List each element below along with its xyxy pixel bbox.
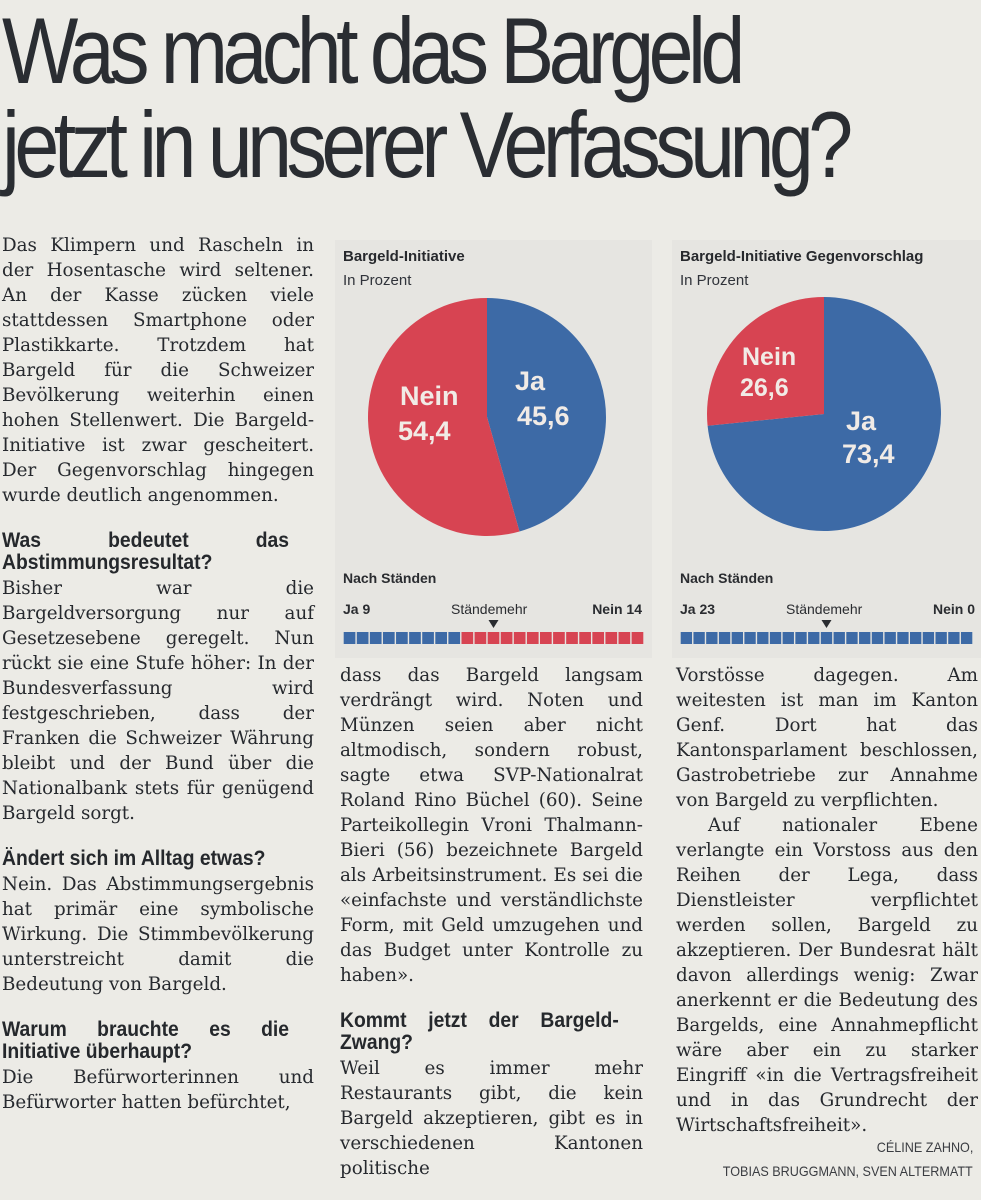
staende-heading: Nach Ständen [343,570,437,586]
kanton-nein [618,632,631,644]
kanton-ja [680,632,693,644]
question-3: Warum brauchte es die Initiative überhau… [2,1018,290,1063]
staendemehr-label: Ständemehr [451,601,528,617]
headline-line-1: Was macht das Bargeld [2,0,745,103]
kanton-nein [487,632,500,644]
kanton-ja [693,632,705,644]
kanton-nein [605,632,618,644]
question-4: Kommt jetzt der Bargeld-Zwang? [340,1009,619,1054]
chart-title: Bargeld-Initiative Gegenvorschlag [680,248,924,265]
kanton-ja [910,632,922,644]
column3-paragraph-1: Vorstösse dagegen. Am weitesten ist man … [676,665,978,811]
pie-chart-initiative: Nein 54,4 Ja 45,6 [368,298,607,536]
pie-slice-ja [707,297,941,531]
column-1: Das Klimpern und Rascheln in der Hosenta… [2,233,314,1115]
kanton-ja [808,632,820,644]
kanton-ja [409,632,421,644]
staende-bar-gegenvorschlag [680,620,973,644]
staendemehr-label: Ständemehr [786,601,863,617]
staendemehr-marker [488,620,499,628]
kanton-ja [422,632,434,644]
kanton-nein [592,632,605,644]
kanton-ja [356,632,369,644]
kanton-ja [343,632,356,644]
column3-paragraph-2: Auf nationaler Ebene verlangte ein Vorst… [676,815,978,1136]
headline-line-2: jetzt in unserer Verfassung? [2,92,853,197]
column-2: dass das Bargeld langsam verdrängt wird.… [340,663,643,1181]
staende-ja: Ja 9 [343,601,371,617]
kanton-ja [757,632,769,644]
kanton-ja [960,632,973,644]
answer-1: Bisher war die Bargeldversorgung nur auf… [2,578,314,824]
kanton-nein [631,632,644,644]
staende-nein: Nein 0 [932,601,975,617]
nein-value: 26,6 [740,374,789,402]
author-credit-1: CÉLINE ZAHNO, [876,1139,973,1155]
kanton-ja [948,632,960,644]
kanton-nein [579,632,591,644]
kanton-ja [396,632,408,644]
ja-label: Ja [515,366,546,396]
kanton-nein [526,632,539,644]
pie-slice-nein [368,298,520,536]
kanton-ja [935,632,947,644]
staende-heading: Nach Ständen [680,570,774,586]
kanton-nein [474,632,487,644]
kanton-ja [922,632,935,644]
column2-paragraph: dass das Bargeld langsam verdrängt wird.… [340,665,643,986]
staendemehr-marker [821,620,832,628]
pie-slice-nein [707,297,824,426]
kanton-ja [871,632,884,644]
answer-3: Die Befürworterinnen und Befürworter hat… [2,1067,314,1113]
nein-label: Nein [400,381,459,411]
kanton-nein [500,632,513,644]
column-3: Vorstösse dagegen. Am weitesten ist man … [676,663,978,1138]
kanton-ja [369,632,382,644]
kanton-ja [884,632,896,644]
pie-slice-ja [487,298,607,532]
kanton-ja [833,632,845,644]
question-1: Was bedeutet das Abstimmungsresultat? [2,529,290,574]
chart-title: Bargeld-Initiative [343,248,465,265]
kanton-ja [731,632,743,644]
pie-chart-gegenvorschlag: Nein 26,6 Ja 73,4 [707,297,941,531]
kanton-ja [382,632,395,644]
nein-value: 54,4 [398,416,451,446]
kanton-ja [859,632,871,644]
question-2: Ändert sich im Alltag etwas? [2,847,266,870]
kanton-ja [718,632,731,644]
chart-subtitle: In Prozent [680,272,749,289]
staende-nein: Nein 14 [592,601,642,617]
kanton-ja [706,632,718,644]
chart-panel-initiative: Bargeld-Initiative In Prozent Nein 54,4 … [335,240,652,658]
intro-paragraph: Das Klimpern und Rascheln in der Hosenta… [2,235,314,506]
kanton-ja [820,632,833,644]
answer-2: Nein. Das Abstimmungsergebnis hat primär… [2,874,314,995]
ja-value: 73,4 [842,439,895,469]
nein-label: Nein [742,343,796,371]
headline: Was macht das Bargeld jetzt in unserer V… [2,0,853,197]
chart-subtitle: In Prozent [343,272,412,289]
kanton-ja [435,632,447,644]
chart-panel-gegenvorschlag: Bargeld-Initiative Gegenvorschlag In Pro… [672,240,981,658]
kanton-nein [461,632,474,644]
kanton-ja [744,632,756,644]
kanton-nein [566,632,578,644]
kanton-ja [795,632,807,644]
kanton-ja [769,632,782,644]
kanton-ja [846,632,858,644]
ja-value: 45,6 [517,401,570,431]
staende-ja: Ja 23 [680,601,716,617]
kanton-nein [540,632,552,644]
answer-4: Weil es immer mehr Restaurants gibt, die… [340,1058,643,1179]
kanton-nein [553,632,565,644]
staende-bar-initiative [343,620,644,644]
kanton-nein [513,632,526,644]
author-credit-2: TOBIAS BRUGGMANN, SVEN ALTERMATT [723,1163,973,1179]
kanton-ja [782,632,794,644]
kanton-ja [897,632,909,644]
ja-label: Ja [846,406,877,436]
kanton-ja [448,632,461,644]
